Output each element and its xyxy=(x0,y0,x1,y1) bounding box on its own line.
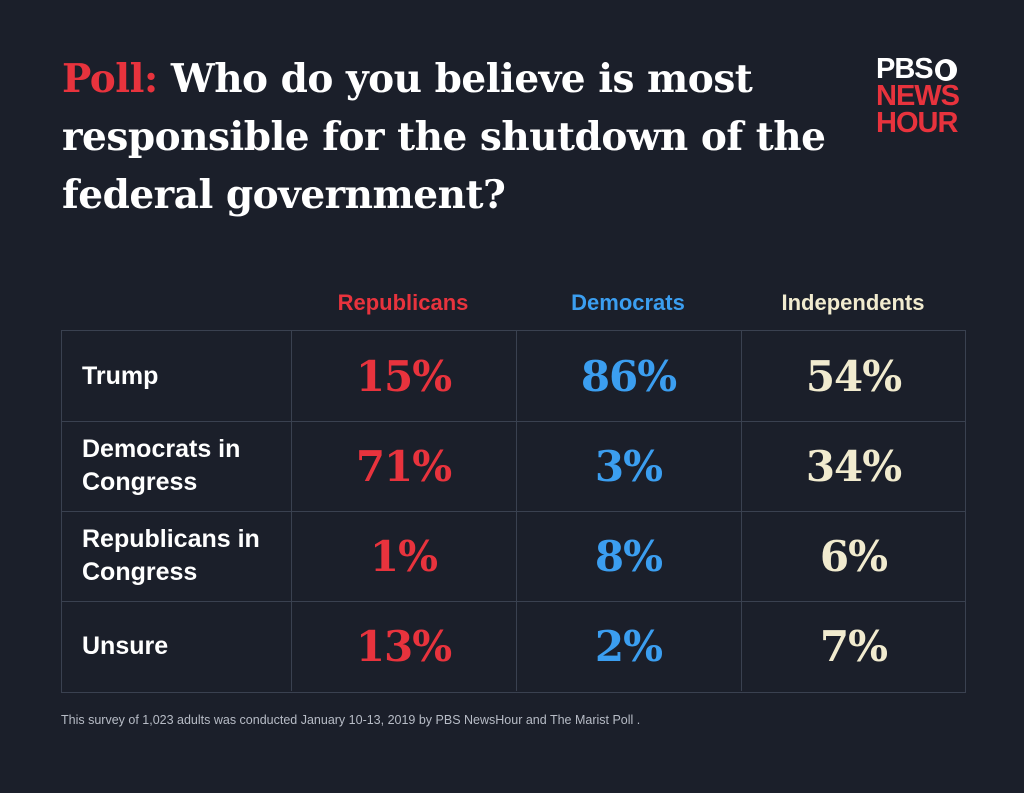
row-label: Democrats in Congress xyxy=(82,435,241,496)
title-lead: Poll: xyxy=(62,56,158,102)
column-header-independents: Independents xyxy=(781,290,925,315)
poll-table: Trump 15% 86% 54% Democrats in Congress … xyxy=(61,330,966,693)
cell-reps-congress-democrats: 8% xyxy=(516,511,740,601)
cell-trump-republicans: 15% xyxy=(291,331,515,421)
cell-dems-congress-independents: 34% xyxy=(741,421,965,511)
row-label: Trump xyxy=(82,361,159,390)
cell-trump-independents: 54% xyxy=(741,331,965,421)
logo-pbs: PBS xyxy=(876,53,934,85)
survey-footnote: This survey of 1,023 adults was conducte… xyxy=(61,713,641,727)
cell-unsure-republicans: 13% xyxy=(291,601,515,691)
row-label: Unsure xyxy=(82,631,169,660)
cell-unsure-democrats: 2% xyxy=(516,601,740,691)
table-row-trump: Trump 15% 86% 54% xyxy=(62,331,965,422)
title-question: Who do you believe is most responsible f… xyxy=(62,56,826,218)
row-label: Republicans in Congress xyxy=(82,525,260,586)
chart-title: Poll: Who do you believe is most respons… xyxy=(62,50,842,224)
table-row-unsure: Unsure 13% 2% 7% xyxy=(62,601,965,691)
table-row-democrats-in-congress: Democrats in Congress 71% 3% 34% xyxy=(62,421,965,512)
column-header-democrats: Democrats xyxy=(571,290,685,315)
table-row-republicans-in-congress: Republicans in Congress 1% 8% 6% xyxy=(62,511,965,602)
column-header-republicans: Republicans xyxy=(337,290,469,315)
cell-dems-congress-democrats: 3% xyxy=(516,421,740,511)
cell-trump-democrats: 86% xyxy=(516,331,740,421)
logo-news: NEWS xyxy=(876,80,960,112)
cell-reps-congress-independents: 6% xyxy=(741,511,965,601)
pbs-newshour-logo: PBS NEWS HOUR xyxy=(876,53,976,139)
logo-hour: HOUR xyxy=(876,107,958,139)
cell-reps-congress-republicans: 1% xyxy=(291,511,515,601)
pbs-head-icon xyxy=(934,58,957,81)
cell-dems-congress-republicans: 71% xyxy=(291,421,515,511)
cell-unsure-independents: 7% xyxy=(741,601,965,691)
